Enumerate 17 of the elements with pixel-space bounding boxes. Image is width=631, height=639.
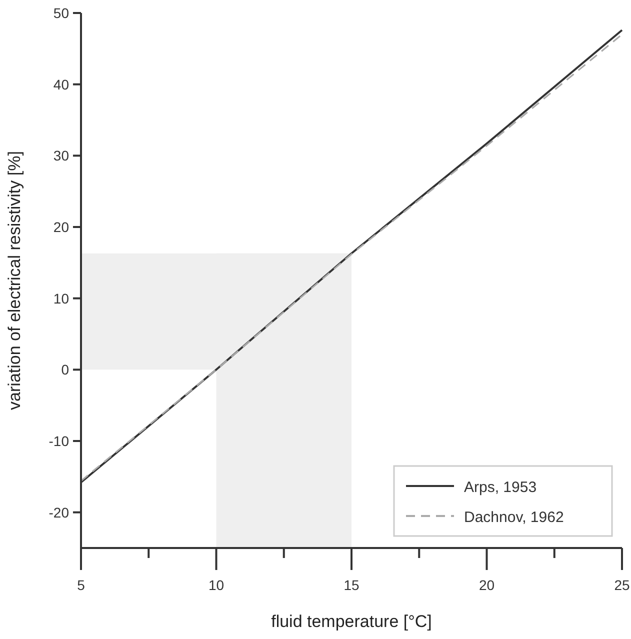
x-tick-label: 5 (77, 577, 86, 593)
x-tick-label: 15 (344, 577, 360, 593)
y-axis-title: variation of electrical resistivity [%] (5, 151, 24, 410)
y-tick-label: 40 (53, 76, 70, 92)
y-tick-label: 20 (53, 219, 70, 235)
y-tick-label: 30 (53, 148, 70, 164)
y-tick-label: 10 (53, 290, 70, 306)
y-tick-label: -10 (48, 433, 70, 449)
x-axis-title: fluid temperature [°C] (271, 612, 432, 631)
legend-label: Arps, 1953 (464, 479, 537, 496)
legend-label: Dachnov, 1962 (464, 509, 564, 526)
x-tick-label: 20 (478, 577, 495, 593)
x-tick-label: 25 (614, 577, 630, 593)
y-tick-label: 0 (61, 362, 70, 378)
y-tick-label: -20 (48, 504, 70, 520)
x-tick-label: 10 (208, 577, 224, 593)
y-tick-label: 50 (53, 5, 70, 21)
